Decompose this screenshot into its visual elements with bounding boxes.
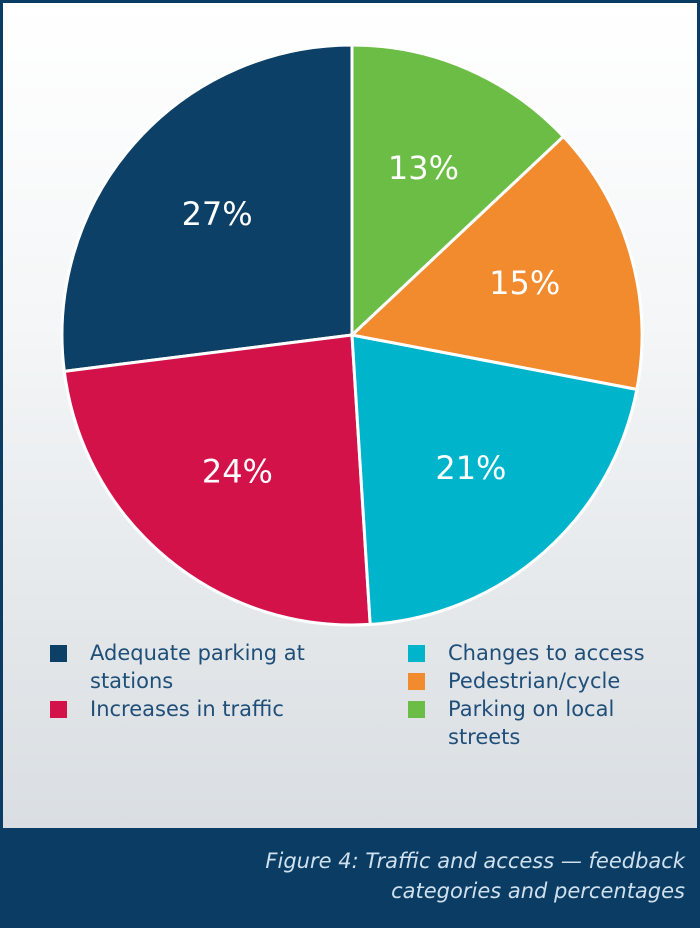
legend: Adequate parking at stations Increases in… [50, 639, 305, 723]
chart-title: Figure 4: Traffic and access — feedback … [215, 846, 685, 906]
legend: Changes to access Pedestrian/cycle Parking… [408, 639, 663, 751]
data-label: 21% [435, 449, 506, 487]
legend-item: Parking on local streets [408, 695, 663, 751]
legend-label: Pedestrian/cycle [448, 669, 620, 693]
data-label: 27% [182, 195, 253, 233]
data-label: 13% [388, 149, 459, 187]
legend-label: Adequate parking at stations [90, 641, 305, 693]
legend-item: Adequate parking at stations [50, 639, 305, 695]
caption-band: Figure 4: Traffic and access — feedback … [3, 828, 697, 925]
legend-swatch [408, 701, 425, 718]
legend-swatch [408, 645, 425, 662]
legend-swatch [50, 645, 67, 662]
legend-label: Changes to access [448, 641, 645, 665]
page: 27% 24% 21% 15% 13% Adequate parking at stat… [0, 0, 700, 928]
legend-item: Pedestrian/cycle [408, 667, 663, 695]
data-label: 24% [202, 453, 273, 491]
data-label: 15% [489, 264, 560, 302]
legend-swatch [50, 701, 67, 718]
legend-item: Increases in traffic [50, 695, 305, 723]
legend-label: Parking on local streets [448, 697, 614, 749]
legend-item: Changes to access [408, 639, 663, 667]
legend-swatch [408, 673, 425, 690]
legend-label: Increases in traffic [90, 697, 284, 721]
